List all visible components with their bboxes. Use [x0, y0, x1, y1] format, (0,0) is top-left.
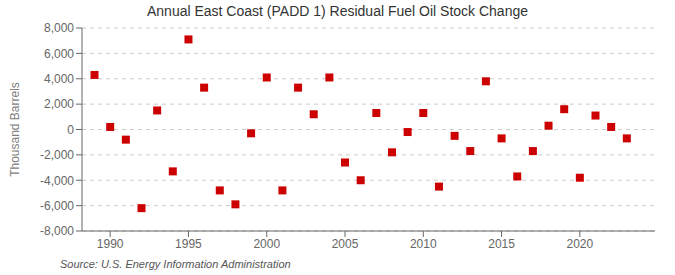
svg-text:Thousand Barrels: Thousand Barrels: [8, 82, 22, 177]
svg-text:2010: 2010: [410, 237, 437, 251]
svg-text:6,000: 6,000: [44, 47, 74, 61]
svg-text:-6,000: -6,000: [40, 199, 74, 213]
html-text:Annual East Coast (PADD 1) Res: Annual East Coast (PADD 1) Residual Fuel…: [147, 3, 528, 19]
svg-text:1995: 1995: [175, 237, 202, 251]
svg-text:2020: 2020: [567, 237, 594, 251]
html-text:Source: U.S. Energy Informatio: Source: U.S. Energy Information Administ…: [60, 258, 291, 270]
svg-text:2005: 2005: [332, 237, 359, 251]
svg-text:1990: 1990: [97, 237, 124, 251]
svg-text:2000: 2000: [253, 237, 280, 251]
svg-text:4,000: 4,000: [44, 72, 74, 86]
svg-text:-4,000: -4,000: [40, 174, 74, 188]
svg-text:2,000: 2,000: [44, 97, 74, 111]
svg-text:8,000: 8,000: [44, 22, 74, 35]
svg-text:2015: 2015: [488, 237, 515, 251]
svg-text:-8,000: -8,000: [40, 224, 74, 238]
svg-text:-2,000: -2,000: [40, 148, 74, 162]
svg-text:0: 0: [67, 123, 74, 137]
